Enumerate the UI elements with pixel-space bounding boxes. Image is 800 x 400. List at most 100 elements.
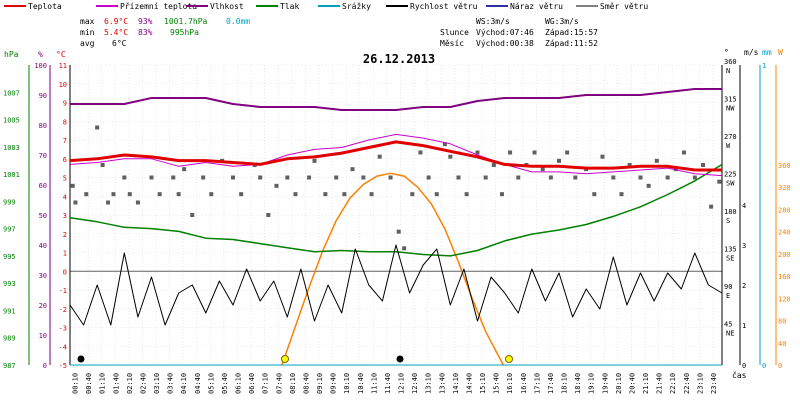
legend-label-teplota: Teplota xyxy=(28,2,62,11)
x-tick-label: 02:40 xyxy=(139,373,147,394)
temp-tick-label: 1 xyxy=(63,250,67,258)
x-tick-label: 09:10 xyxy=(316,373,324,394)
x-tick-label: 17:40 xyxy=(547,373,555,394)
solar-tick-label: 40 xyxy=(778,340,786,348)
temp-tick-label: -1 xyxy=(59,287,67,295)
axis-ticks: 00:10 00:40 01:10 01:40 02:10 02:40 03:10 03:40… xyxy=(3,58,791,394)
temp-tick-label: 7 xyxy=(63,137,67,145)
wind-dir-point xyxy=(157,192,162,197)
solar-tick-label: 240 xyxy=(778,229,791,237)
wind-dir-point xyxy=(258,175,263,180)
x-tick-label: 14:10 xyxy=(452,373,460,394)
stats-avg-label: avg xyxy=(80,39,95,48)
dir-tick-compass: SE xyxy=(726,255,734,263)
wind-dir-point xyxy=(312,158,317,163)
wind-tick-label: 3 xyxy=(742,242,746,250)
stats-block: max 6.9°C 93% 1001.7hPa 0.0mm min 5.4°C … xyxy=(80,17,250,48)
wind-dir-point xyxy=(442,142,447,147)
temp-tick-label: -5 xyxy=(59,362,67,370)
wind-dir-point xyxy=(350,167,355,172)
axis-unit-deg: ° xyxy=(724,48,729,57)
x-tick-label: 19:10 xyxy=(588,373,596,394)
solar-tick-label: 80 xyxy=(778,318,786,326)
x-tick-label: 20:10 xyxy=(615,373,623,394)
wind-dir-point xyxy=(402,246,407,251)
wind-dir-point xyxy=(654,158,659,163)
axis-unit-ms: m/s xyxy=(744,48,759,57)
temp-tick-label: 6 xyxy=(63,156,67,164)
temp-tick-label: -2 xyxy=(59,306,67,314)
humidity-tick-label: 80 xyxy=(39,122,47,130)
wind-dir-point xyxy=(127,192,132,197)
wind-tick-label: 1 xyxy=(742,322,746,330)
rain-tick-label: 1 xyxy=(762,62,766,70)
wind-dir-point xyxy=(388,175,393,180)
wind-dir-point xyxy=(285,175,290,180)
x-tick-label: 10:10 xyxy=(343,373,351,394)
sunrise-icon xyxy=(281,355,289,363)
wind-dir-point xyxy=(464,192,469,197)
x-tick-label: 07:40 xyxy=(275,373,283,394)
solar-tick-label: 0 xyxy=(778,362,782,370)
x-tick-label: 04:40 xyxy=(194,373,202,394)
series-humidity xyxy=(70,88,722,111)
dir-tick-compass: N xyxy=(726,67,730,75)
wind-dir-point xyxy=(611,175,616,180)
x-tick-label: 13:10 xyxy=(425,373,433,394)
wind-dir-point xyxy=(565,150,570,155)
pressure-tick-label: 993 xyxy=(3,280,16,288)
wind-dir-point xyxy=(171,175,176,180)
wind-dir-point xyxy=(532,150,537,155)
wind-dir-point xyxy=(434,192,439,197)
legend-label-rychlost: Rychlost větru xyxy=(410,2,478,11)
wind-dir-point xyxy=(491,163,496,167)
stats-min-press: 995hPa xyxy=(170,28,199,37)
x-tick-label: 06:10 xyxy=(235,373,243,394)
dir-tick-deg: 225 xyxy=(724,171,737,179)
wind-dir-point xyxy=(111,192,116,197)
temp-tick-label: -3 xyxy=(59,325,67,333)
wind-dir-point xyxy=(646,183,651,188)
stats-min-label: min xyxy=(80,28,95,37)
dir-tick-deg: 45 xyxy=(724,321,732,329)
wind-dir-point xyxy=(209,192,214,197)
wind-dir-point xyxy=(70,183,75,188)
wind-dir-point xyxy=(508,150,513,155)
wind-dir-point xyxy=(619,192,624,197)
humidity-tick-label: 40 xyxy=(39,242,47,250)
humidity-tick-label: 0 xyxy=(43,362,47,370)
humidity-tick-label: 10 xyxy=(39,332,47,340)
x-tick-label: 17:10 xyxy=(533,373,541,394)
series-temperature xyxy=(69,140,722,172)
wind-dir-point xyxy=(638,175,643,180)
legend: Teplota Přízemní teplota Vlhkost Tlak Sr… xyxy=(4,2,648,11)
wind-dir-point xyxy=(600,154,605,159)
wind-dir-point xyxy=(266,213,271,217)
series-ground-temp xyxy=(69,133,723,177)
chart-date-title: 26.12.2013 xyxy=(363,52,435,66)
info-sun-label: Slunce xyxy=(440,28,469,37)
stats-max-label: max xyxy=(80,17,95,26)
stats-max-rain: 0.0mm xyxy=(226,17,250,26)
dir-tick-deg: 90 xyxy=(724,283,732,291)
solar-tick-label: 320 xyxy=(778,184,791,192)
temp-tick-label: 3 xyxy=(63,212,67,220)
wind-tick-label: 2 xyxy=(742,282,746,290)
dir-tick-compass: W xyxy=(726,142,731,150)
x-tick-label: 01:10 xyxy=(99,373,107,394)
pressure-tick-label: 1005 xyxy=(3,117,20,125)
temp-tick-label: 5 xyxy=(63,175,67,183)
info-sunrise: Východ:07:46 xyxy=(476,28,534,37)
pressure-tick-label: 1007 xyxy=(3,89,20,97)
stats-min-hum: 83% xyxy=(138,28,153,37)
info-moonset: Západ:11:52 xyxy=(545,39,598,48)
x-tick-label: 23:40 xyxy=(710,373,718,394)
wind-dir-point xyxy=(410,192,415,197)
pressure-tick-label: 991 xyxy=(3,307,16,315)
wind-dir-point xyxy=(149,175,154,180)
solar-tick-label: 160 xyxy=(778,273,791,281)
x-tick-label: 03:40 xyxy=(167,373,175,394)
info-moon-label: Měsíc xyxy=(440,39,464,48)
pressure-tick-label: 995 xyxy=(3,253,16,261)
